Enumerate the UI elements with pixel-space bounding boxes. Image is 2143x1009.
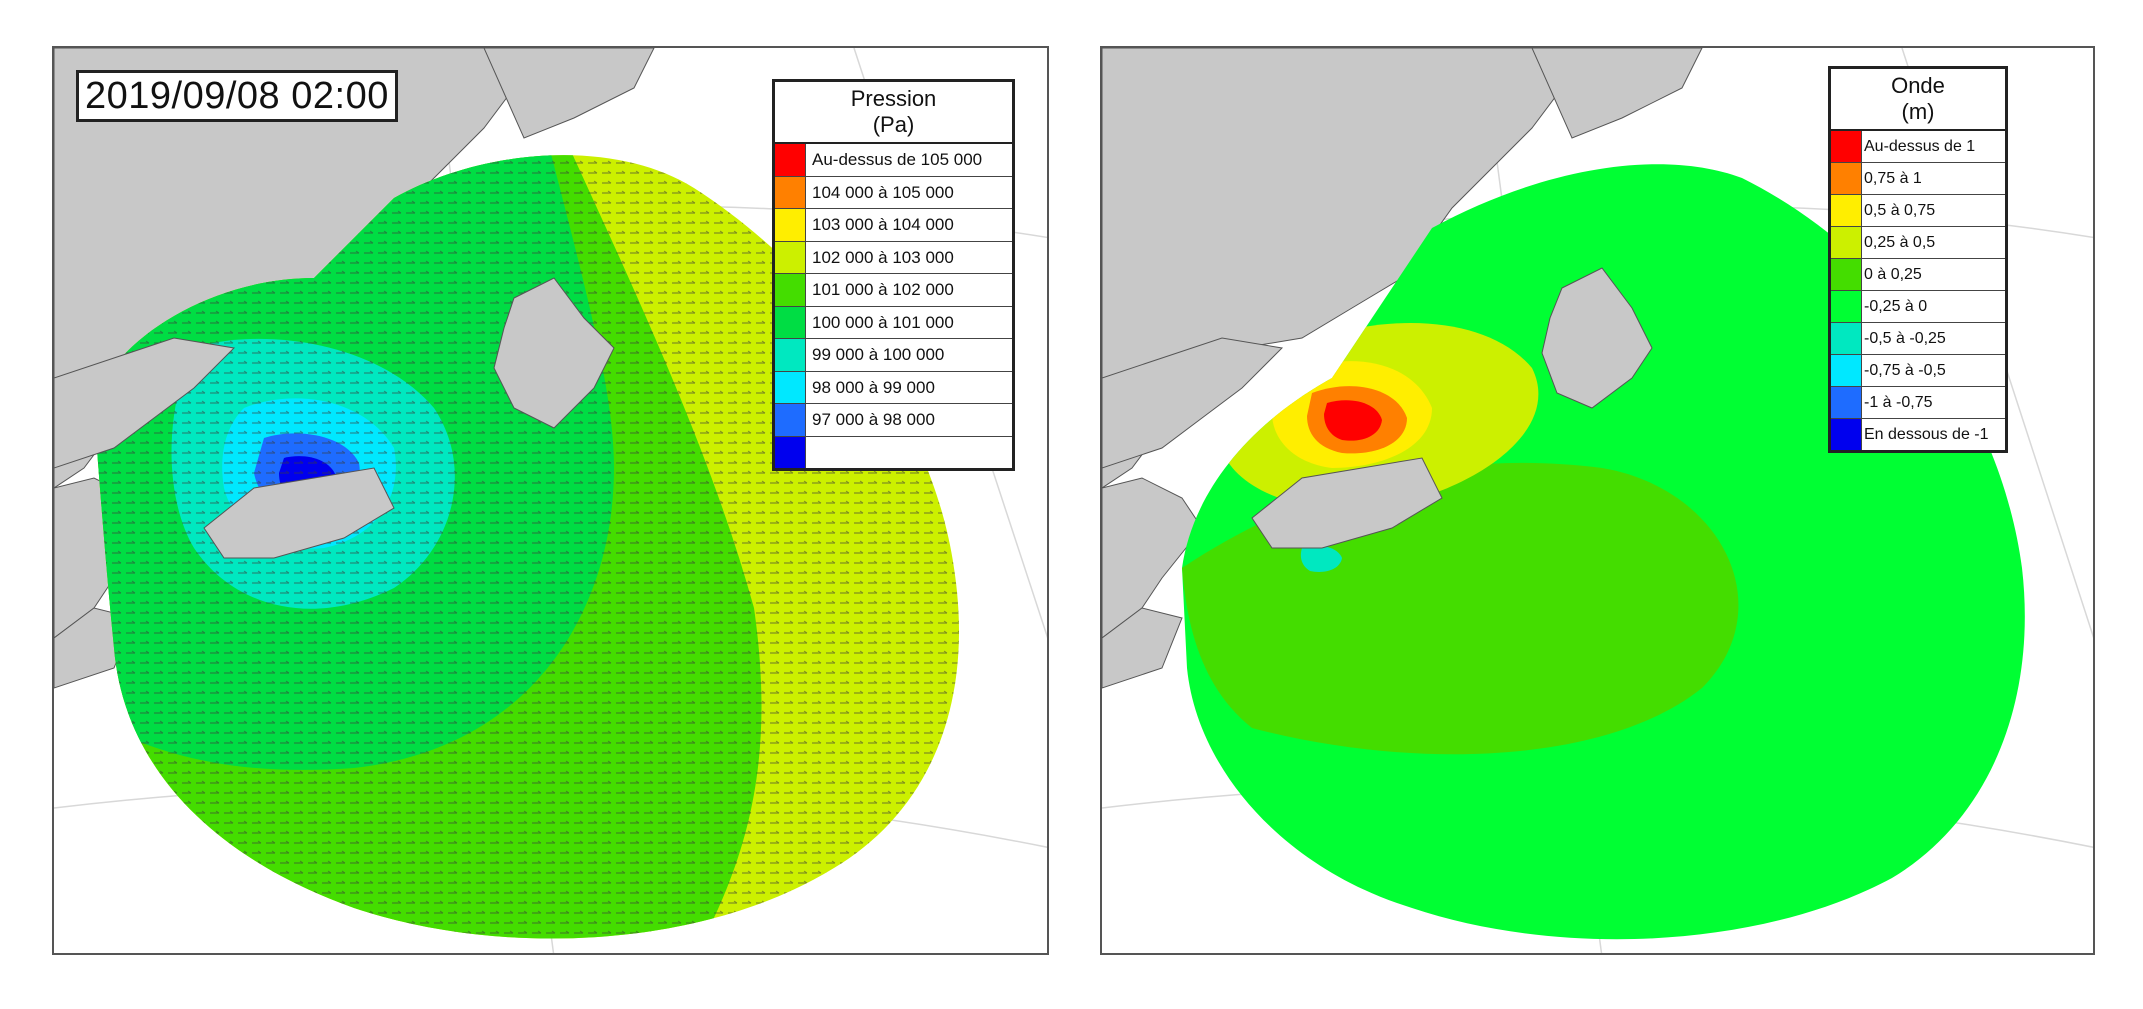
wave-legend-label: 0,25 à 0,5 bbox=[1864, 234, 1936, 251]
wave-legend-item: -0,25 à 0 bbox=[1831, 291, 2005, 323]
pressure-legend-item bbox=[775, 436, 1012, 469]
wave-legend-label: -0,25 à 0 bbox=[1864, 298, 1928, 315]
pressure-legend-label: 99 000 à 100 000 bbox=[812, 345, 945, 364]
wave-legend-swatch bbox=[1831, 291, 1862, 322]
pressure-legend-swatch bbox=[775, 176, 806, 208]
pressure-legend-label: 104 000 à 105 000 bbox=[812, 182, 954, 202]
pressure-legend-rows: Au-dessus de 105 000 104 000 à 105 000 103… bbox=[775, 144, 1012, 468]
pressure-legend-swatch bbox=[775, 339, 806, 371]
pressure-legend-swatch bbox=[775, 274, 806, 306]
pressure-legend-item: 99 000 à 100 000 bbox=[775, 339, 1012, 372]
pressure-legend-swatch bbox=[775, 306, 806, 338]
pressure-legend-swatch bbox=[775, 144, 806, 176]
pressure-legend-item: 100 000 à 101 000 bbox=[775, 306, 1012, 339]
pressure-legend: Pression (Pa) Au-dessus de 105 000 104 00… bbox=[772, 79, 1015, 471]
pressure-legend-swatch bbox=[775, 371, 806, 403]
wave-legend-item: -0,75 à -0,5 bbox=[1831, 355, 2005, 387]
wave-legend-swatch bbox=[1831, 387, 1862, 418]
wave-legend-item: Au-dessus de 1 bbox=[1831, 131, 2005, 163]
timestamp-label: 2019/09/08 02:00 bbox=[76, 70, 398, 122]
wave-legend-item: 0,25 à 0,5 bbox=[1831, 227, 2005, 259]
pressure-legend-label: 100 000 à 101 000 bbox=[812, 312, 954, 332]
pressure-legend-item: Au-dessus de 105 000 bbox=[775, 144, 1012, 177]
pressure-legend-item: 97 000 à 98 000 bbox=[775, 404, 1012, 437]
wave-legend-label: -0,5 à -0,25 bbox=[1864, 330, 1946, 347]
wave-legend-label: 0,5 à 0,75 bbox=[1864, 202, 1936, 219]
coastline-overlay bbox=[1102, 267, 1653, 549]
wave-legend-title-line2: (m) bbox=[1901, 99, 1935, 124]
wave-legend-label: 0,75 à 1 bbox=[1864, 170, 1922, 187]
wave-legend-item: En dessous de -1 bbox=[1831, 419, 2005, 450]
pressure-map bbox=[54, 48, 1047, 953]
pressure-legend-label: 101 000 à 102 000 bbox=[812, 280, 954, 299]
wave-legend-title-line1: Onde bbox=[1891, 73, 1945, 98]
pressure-legend-label: 98 000 à 99 000 bbox=[812, 377, 935, 397]
wave-legend-title: Onde (m) bbox=[1831, 69, 2005, 131]
wave-legend: Onde (m) Au-dessus de 1 0,75 à 1 0,5 à 0,7… bbox=[1828, 66, 2008, 453]
pressure-legend-label: 97 000 à 98 000 bbox=[812, 410, 935, 429]
pressure-legend-item: 104 000 à 105 000 bbox=[775, 176, 1012, 209]
wave-map bbox=[1102, 48, 2093, 953]
wave-legend-item: -0,5 à -0,25 bbox=[1831, 323, 2005, 355]
pressure-legend-item: 102 000 à 103 000 bbox=[775, 241, 1012, 274]
wave-legend-swatch bbox=[1831, 419, 1862, 450]
wave-legend-swatch bbox=[1831, 227, 1862, 258]
pressure-map-panel: 2019/09/08 02:00 Pression (Pa) Au-dessus… bbox=[52, 46, 1049, 955]
wave-map-panel: Onde (m) Au-dessus de 1 0,75 à 1 0,5 à 0,7… bbox=[1100, 46, 2095, 955]
wave-legend-label: Au-dessus de 1 bbox=[1864, 138, 1976, 155]
wave-legend-swatch bbox=[1831, 259, 1862, 290]
wave-legend-swatch bbox=[1831, 131, 1862, 162]
wave-legend-swatch bbox=[1831, 323, 1862, 354]
pressure-legend-label: 103 000 à 104 000 bbox=[812, 215, 954, 234]
wave-legend-rows: Au-dessus de 1 0,75 à 1 0,5 à 0,75 0,25 à 0… bbox=[1831, 131, 2005, 450]
pressure-legend-swatch bbox=[775, 209, 806, 241]
wave-legend-label: En dessous de -1 bbox=[1864, 426, 1989, 443]
pressure-legend-item: 98 000 à 99 000 bbox=[775, 371, 1012, 404]
pressure-legend-swatch bbox=[775, 241, 806, 273]
wave-legend-swatch bbox=[1831, 195, 1862, 226]
pressure-legend-swatch bbox=[775, 436, 806, 468]
pressure-legend-title: Pression (Pa) bbox=[775, 82, 1012, 144]
wave-legend-label: -1 à -0,75 bbox=[1864, 394, 1933, 411]
pressure-legend-swatch bbox=[775, 404, 806, 436]
coastline-overlay bbox=[54, 277, 615, 559]
wave-legend-swatch bbox=[1831, 355, 1862, 386]
pressure-legend-title-line1: Pression bbox=[850, 86, 937, 111]
pressure-legend-item: 103 000 à 104 000 bbox=[775, 209, 1012, 242]
wave-legend-item: -1 à -0,75 bbox=[1831, 387, 2005, 419]
pressure-legend-label bbox=[806, 437, 812, 469]
pressure-legend-label: 102 000 à 103 000 bbox=[812, 247, 954, 267]
wave-legend-swatch bbox=[1831, 163, 1862, 194]
wave-legend-label: 0 à 0,25 bbox=[1864, 266, 1922, 283]
wave-legend-label: -0,75 à -0,5 bbox=[1864, 362, 1946, 379]
wave-legend-item: 0,5 à 0,75 bbox=[1831, 195, 2005, 227]
pressure-legend-item: 101 000 à 102 000 bbox=[775, 274, 1012, 307]
pressure-legend-title-line2: (Pa) bbox=[872, 112, 915, 137]
wave-legend-item: 0,75 à 1 bbox=[1831, 163, 2005, 195]
pressure-legend-label: Au-dessus de 105 000 bbox=[812, 150, 983, 169]
wave-legend-item: 0 à 0,25 bbox=[1831, 259, 2005, 291]
